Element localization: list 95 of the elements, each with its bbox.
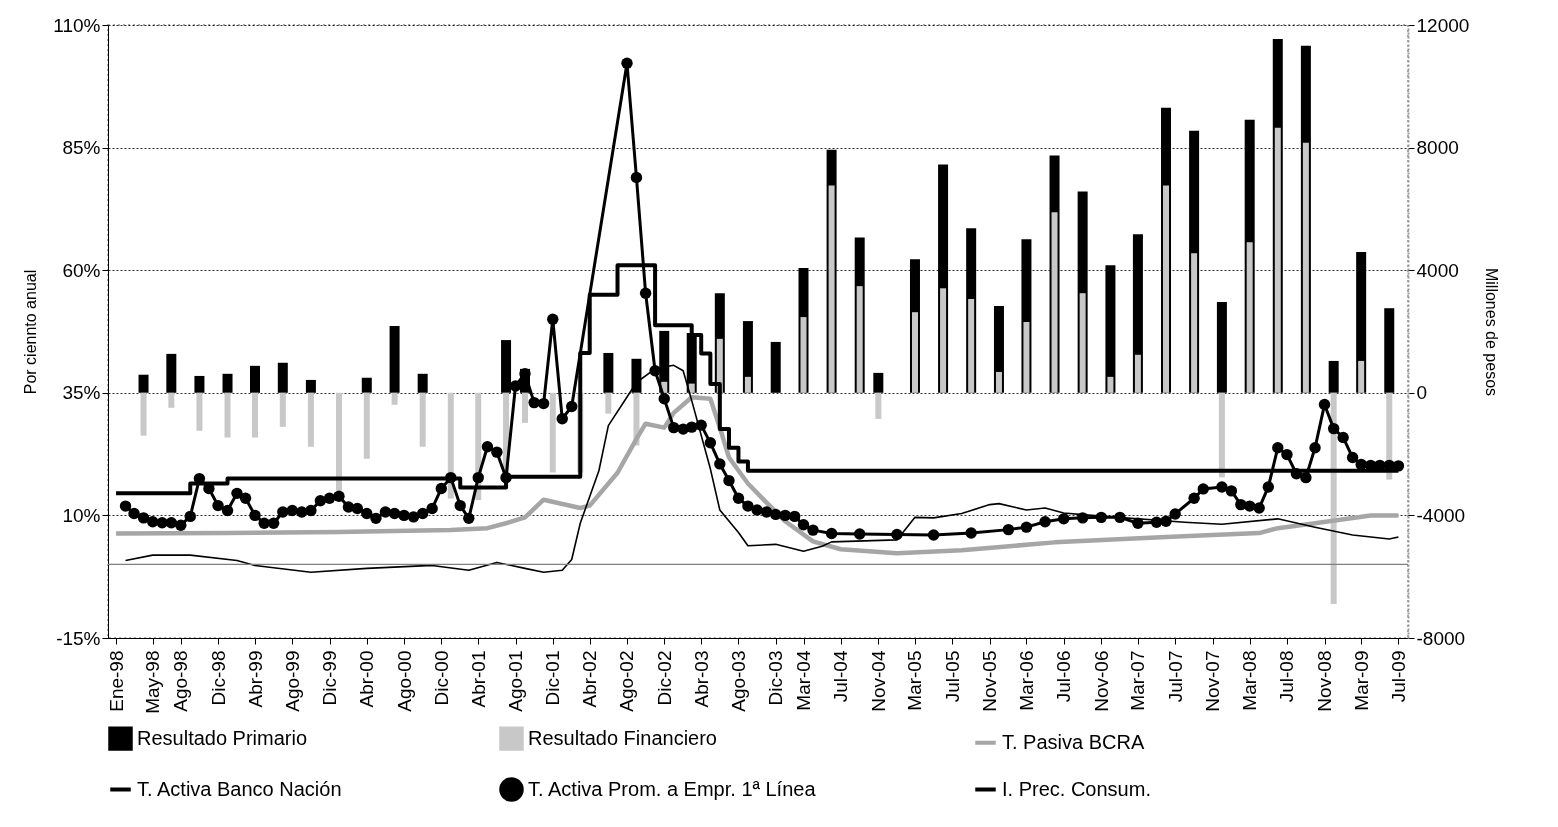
x-tick-label: Mar-05 xyxy=(904,650,926,711)
bar xyxy=(1023,322,1030,393)
x-tick-label: Dic-03 xyxy=(765,650,787,706)
x-tick-label: Jul-06 xyxy=(1053,650,1075,703)
y2-tick-label: -8000 xyxy=(1416,627,1466,649)
line-series xyxy=(113,394,1401,556)
x-tick-label: Abr-01 xyxy=(467,650,489,708)
bar xyxy=(252,392,259,438)
x-tick-label: Abr-02 xyxy=(579,650,601,708)
bar xyxy=(521,392,528,423)
x-tick-label: Ago-03 xyxy=(727,650,749,712)
y-tick-label: -15% xyxy=(56,627,101,649)
bar xyxy=(688,383,695,393)
x-tick-label: Nov-06 xyxy=(1090,650,1112,712)
x-tick-label: Jul-09 xyxy=(1387,650,1409,703)
x-tick-label: May-98 xyxy=(142,650,164,714)
x-tick-label: Jul-04 xyxy=(830,650,852,703)
legend-label: T. Pasiva BCRA xyxy=(1002,730,1145,753)
bar xyxy=(1246,242,1253,393)
bar xyxy=(800,317,807,393)
x-tick-label: Nov-08 xyxy=(1314,650,1336,712)
bar xyxy=(995,371,1002,393)
bar xyxy=(196,392,203,431)
y-tick-label: 35% xyxy=(62,382,101,404)
y2-tick-label: -4000 xyxy=(1416,504,1466,526)
x-tick-label: Nov-05 xyxy=(979,650,1001,712)
bar xyxy=(828,185,835,393)
legend-label: Resultado Financiero xyxy=(528,726,717,749)
x-tick-label: Dic-02 xyxy=(653,650,675,706)
bar xyxy=(138,374,149,393)
bar xyxy=(391,392,398,405)
bar xyxy=(1163,185,1170,393)
x-tick-label: Dic-01 xyxy=(542,650,564,706)
bar xyxy=(605,392,612,414)
bar xyxy=(856,286,863,393)
x-tick-label: Mar-09 xyxy=(1350,650,1372,711)
y-axis-title: Por ciennto anual xyxy=(22,269,40,395)
x-tick-label: Mar-07 xyxy=(1127,650,1149,711)
y2-tick-label: 0 xyxy=(1416,382,1428,404)
x-tick-label: Mar-06 xyxy=(1015,650,1037,711)
y-tick-label: 10% xyxy=(62,504,101,526)
x-tick-label: Mar-08 xyxy=(1239,650,1261,711)
bar xyxy=(549,392,556,473)
bar xyxy=(744,376,751,393)
x-tick-label: Mar-04 xyxy=(793,650,814,711)
bar xyxy=(419,392,426,447)
x-tick-label: Nov-07 xyxy=(1202,650,1224,712)
bar xyxy=(603,352,614,393)
bar xyxy=(911,312,918,393)
x-tick-label: Abr-99 xyxy=(244,650,266,708)
x-tick-label: Ago-00 xyxy=(393,650,415,712)
bar xyxy=(968,299,975,393)
bar xyxy=(1134,354,1141,393)
x-tick-label: Jul-05 xyxy=(941,650,963,703)
bar xyxy=(1107,376,1114,393)
x-tick-label: Ago-98 xyxy=(170,650,192,712)
bar xyxy=(279,392,286,427)
bar xyxy=(224,392,231,438)
bar xyxy=(1218,392,1225,478)
y-tick-label: 85% xyxy=(62,137,101,159)
x-tick-label: Nov-04 xyxy=(867,650,889,712)
bar xyxy=(1358,360,1365,393)
x-tick-label: Jul-08 xyxy=(1276,650,1298,703)
x-tick-label: Ene-98 xyxy=(105,650,127,712)
legend-label: Resultado Primario xyxy=(137,726,308,749)
legend-label: I. Prec. Consum. xyxy=(1002,777,1151,800)
x-tick-label: Ago-02 xyxy=(616,650,638,712)
x-tick-label: Ago-01 xyxy=(505,650,527,712)
y2-tick-label: 4000 xyxy=(1416,259,1459,281)
bar xyxy=(875,392,882,419)
x-tick-label: Abr-00 xyxy=(356,650,378,708)
bar xyxy=(363,392,370,459)
x-tick-label: Jul-07 xyxy=(1164,650,1186,703)
x-tick-label: Ago-99 xyxy=(281,650,303,712)
bar xyxy=(222,373,233,393)
legend-label: T. Activa Prom. a Empr. 1ª Línea xyxy=(528,777,817,800)
bar xyxy=(307,392,314,447)
x-tick-label: Dic-00 xyxy=(430,650,452,706)
y2-axis-title: Millones de pesos xyxy=(1483,267,1501,397)
y2-tick-label: 8000 xyxy=(1416,137,1459,159)
y2-tick-label: 12000 xyxy=(1416,14,1470,36)
bar xyxy=(1274,127,1281,393)
y-tick-label: 60% xyxy=(62,259,101,281)
bar xyxy=(1302,142,1309,393)
bar xyxy=(940,288,947,393)
bar xyxy=(140,392,147,436)
bar xyxy=(168,392,175,408)
bar xyxy=(1051,212,1058,393)
legend-label: T. Activa Banco Nación xyxy=(137,777,342,800)
bar xyxy=(1191,253,1198,393)
bar xyxy=(1079,293,1086,393)
x-tick-label: Abr-03 xyxy=(690,650,712,708)
x-tick-label: Dic-99 xyxy=(319,650,341,706)
y-tick-label: 110% xyxy=(53,14,101,36)
x-tick-label: Dic-98 xyxy=(207,650,229,706)
